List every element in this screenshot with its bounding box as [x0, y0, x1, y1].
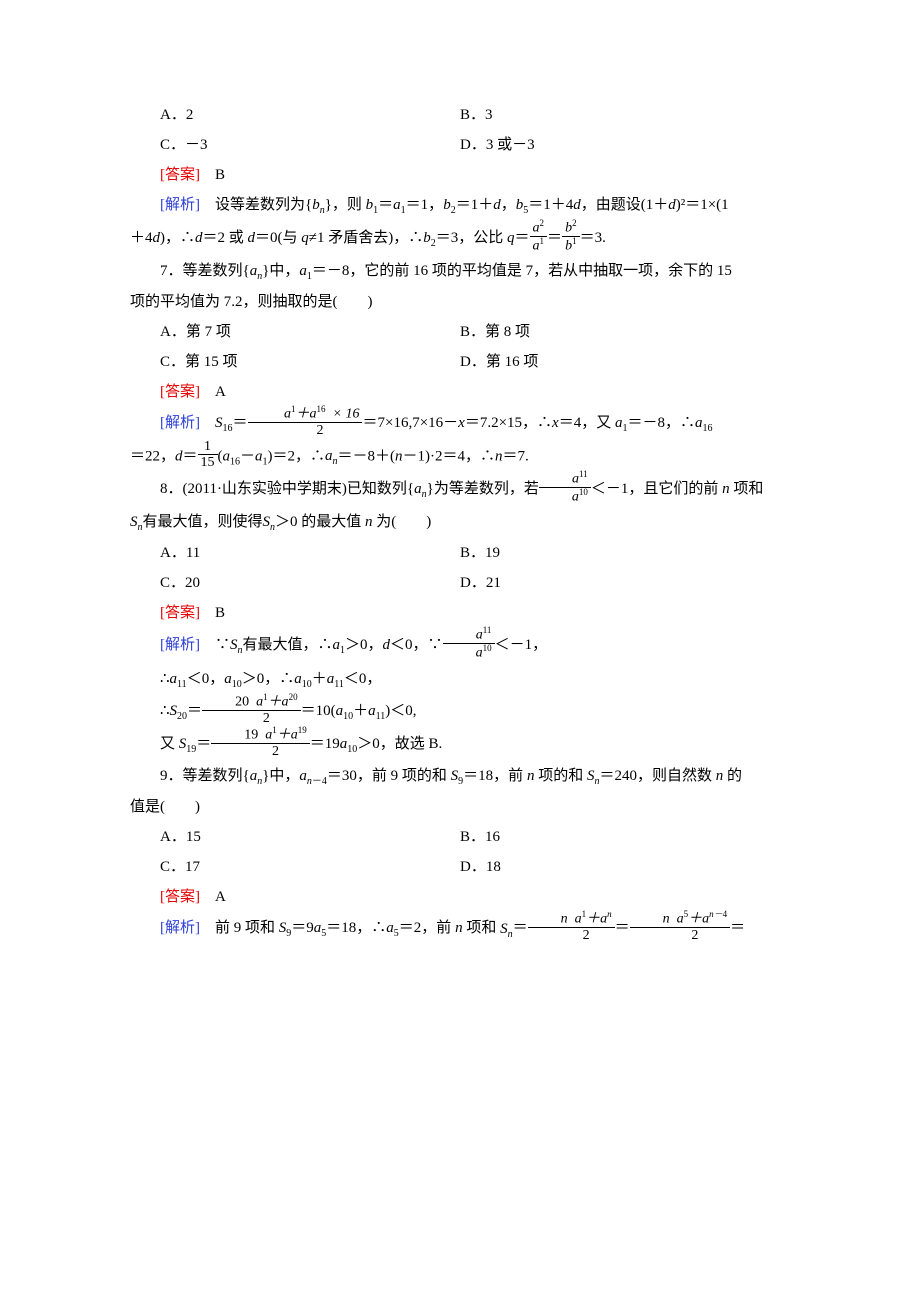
q8-options-row1: A．11 B．19 — [130, 538, 790, 568]
q7-answer: [答案] A — [130, 377, 790, 407]
q8-stem-line2: Sn有最大值，则使得Sn＞0 的最大值 n 为( ) — [130, 507, 790, 538]
q9-options-row1: A．15 B．16 — [130, 822, 790, 852]
q7-options-row2: C．第 15 项 D．第 16 项 — [130, 347, 790, 377]
answer-label: [答案] — [160, 889, 200, 905]
q8-explanation-line1: [解析] ∵Sn有最大值，∴a1＞0，d＜0，∵a11a10＜－1， — [130, 628, 790, 663]
q7-options-row1: A．第 7 项 B．第 8 项 — [130, 317, 790, 347]
q8-option-d: D．21 — [460, 568, 790, 598]
q8-options-row2: C．20 D．21 — [130, 568, 790, 598]
q7-option-d: D．第 16 项 — [460, 347, 790, 377]
q8-option-b: B．19 — [460, 538, 790, 568]
q7-stem-line1: 7．等差数列{an}中，a1＝－8，它的前 16 项的平均值是 7，若从中抽取一… — [130, 256, 790, 287]
answer-label: [答案] — [160, 384, 200, 400]
q6-answer: [答案] B — [130, 160, 790, 190]
explanation-label: [解析] — [160, 415, 200, 431]
q8-answer-val: B — [200, 605, 225, 621]
q9-answer-val: A — [200, 889, 226, 905]
q7-explanation-line1: [解析] S16＝ a1＋a16 × 162＝7×16,7×16－x＝7.2×1… — [130, 407, 790, 440]
q9-option-b: B．16 — [460, 822, 790, 852]
q8-option-a: A．11 — [130, 538, 460, 568]
explanation-label: [解析] — [160, 197, 200, 213]
q9-answer: [答案] A — [130, 882, 790, 912]
q8-explanation-line2: ∴a11＜0，a10＞0，∴a10＋a11＜0， — [130, 664, 790, 695]
q7-option-c: C．第 15 项 — [130, 347, 460, 377]
q6-option-c: C．－3 — [130, 130, 460, 160]
q9-option-d: D．18 — [460, 852, 790, 882]
q8-answer: [答案] B — [130, 598, 790, 628]
q7-option-b: B．第 8 项 — [460, 317, 790, 347]
q8-stem-line1: 8．(2011·山东实验中学期末)已知数列{an}为等差数列，若a11a10＜－… — [130, 472, 790, 507]
q7-option-a: A．第 7 项 — [130, 317, 460, 347]
explanation-label: [解析] — [160, 637, 200, 653]
q9-explanation-line1: [解析] 前 9 项和 S9＝9a5＝18，∴a5＝2，前 n 项和 Sn＝n … — [130, 912, 790, 945]
q6-option-a: A．2 — [130, 100, 460, 130]
q9-options-row2: C．17 D．18 — [130, 852, 790, 882]
q9-option-c: C．17 — [130, 852, 460, 882]
q6-options-row1: A．2 B．3 — [130, 100, 790, 130]
q6-option-b: B．3 — [460, 100, 790, 130]
q6-answer-val: B — [200, 167, 225, 183]
q7-explanation-line2: ＝22，d＝115(a16－a1)＝2，∴an＝－8＋(n－1)·2＝4，∴n＝… — [130, 441, 790, 473]
q9-stem-line1: 9．等差数列{an}中，an－4＝30，前 9 项的和 S9＝18，前 n 项的… — [130, 761, 790, 792]
q8-explanation-line3: ∴S20＝20 a1＋a202＝10(a10＋a11)＜0, — [130, 695, 790, 728]
q6-explanation-line1: [解析] 设等差数列为{bn}，则 b1＝a1＝1，b2＝1＋d，b5＝1＋4d… — [130, 190, 790, 221]
q8-option-c: C．20 — [130, 568, 460, 598]
q6-option-d: D．3 或－3 — [460, 130, 790, 160]
q9-stem-line2: 值是( ) — [130, 792, 790, 822]
explanation-label: [解析] — [160, 921, 200, 937]
answer-label: [答案] — [160, 167, 200, 183]
q8-explanation-line4: 又 S19＝19 a1＋a192＝19a10＞0，故选 B. — [130, 728, 790, 761]
q7-stem-line2: 项的平均值为 7.2，则抽取的是( ) — [130, 287, 790, 317]
q7-answer-val: A — [200, 384, 226, 400]
q6-explanation-line2: ＋4d)，∴d＝2 或 d＝0(与 q≠1 矛盾舍去)，∴b2＝3，公比 q＝a… — [130, 221, 790, 256]
answer-label: [答案] — [160, 605, 200, 621]
q9-option-a: A．15 — [130, 822, 460, 852]
q6-options-row2: C．－3 D．3 或－3 — [130, 130, 790, 160]
